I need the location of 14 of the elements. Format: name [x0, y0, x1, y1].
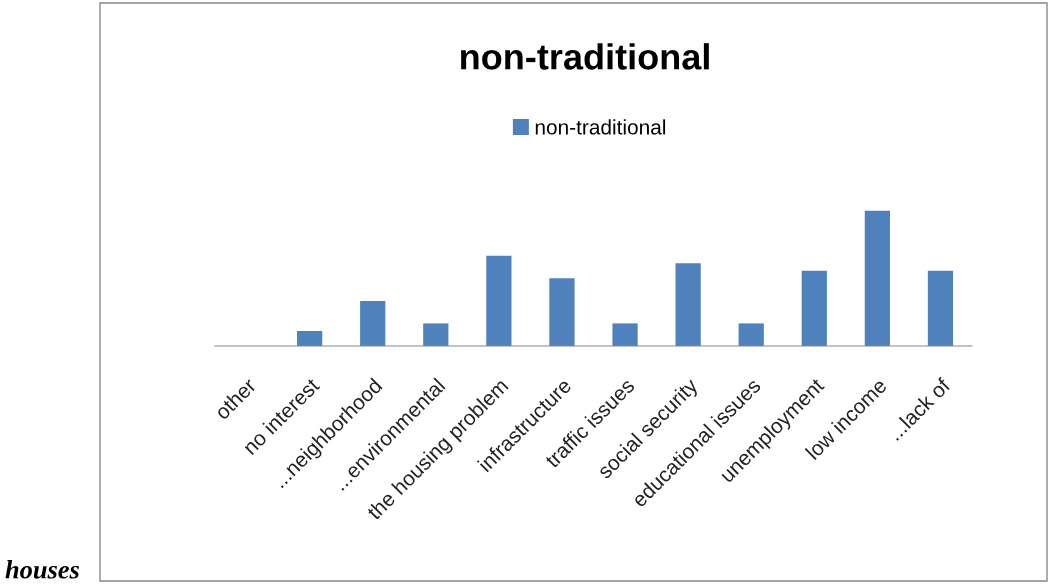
- chart-title: non-traditional: [461, 43, 709, 70]
- bar: [423, 323, 449, 346]
- bar: [486, 255, 512, 346]
- bar: [738, 323, 764, 346]
- bar: [864, 210, 890, 346]
- bar: [801, 270, 827, 346]
- legend-label: non-traditional: [535, 119, 666, 135]
- bar: [360, 300, 386, 346]
- bar: [297, 330, 323, 346]
- bar: [612, 323, 638, 346]
- bar: [927, 270, 954, 346]
- bar: [549, 278, 575, 346]
- bar: [675, 263, 701, 346]
- text: houses: [5, 560, 79, 579]
